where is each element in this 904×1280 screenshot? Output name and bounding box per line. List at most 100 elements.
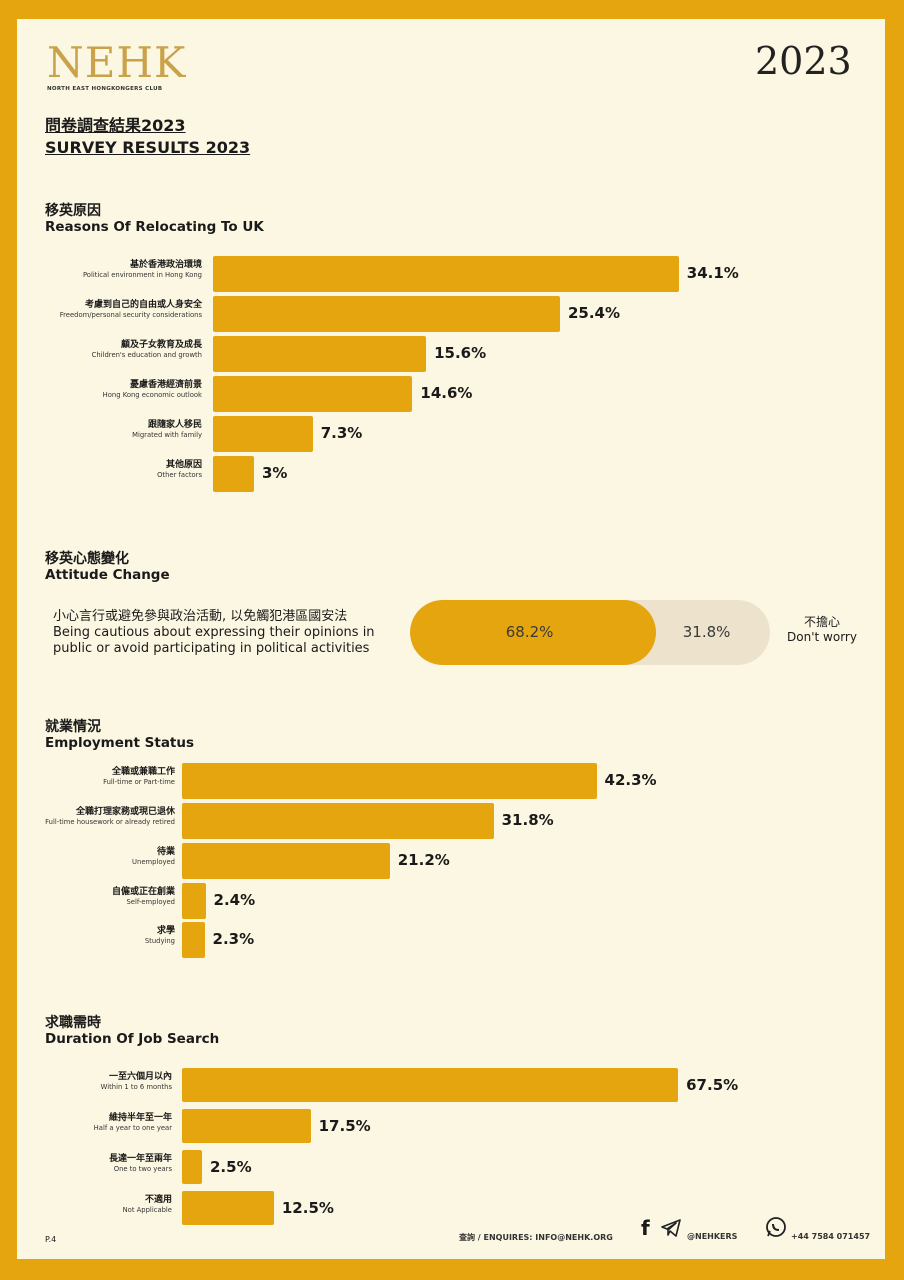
employment-value-label: 21.2% (397, 851, 450, 869)
reasons-value-label: 15.6% (434, 344, 487, 362)
reasons-category-zh: 憂慮香港經濟前景 (129, 380, 202, 390)
employment-value-label: 2.4% (213, 891, 256, 909)
employment-bar (182, 922, 205, 958)
employment-category-label: 自僱或正在創業 Self-employed (17, 886, 175, 907)
employment-bar (182, 843, 390, 879)
logo-subtitle: NORTH EAST HONGKONGERS CLUB (47, 86, 163, 92)
jobsearch-value-label: 2.5% (210, 1158, 252, 1176)
jobsearch-category-label: 不適用 Not Applicable (17, 1194, 172, 1215)
reasons-value-label: 14.6% (420, 384, 473, 402)
attitude-left-en: Being cautious about expressing their op… (53, 625, 375, 656)
employment-category-zh: 自僱或正在創業 (111, 887, 175, 897)
employment-category-label: 求學 Studying (17, 925, 175, 946)
jobsearch-category-en: Half a year to one year (93, 1124, 172, 1132)
reasons-bar (213, 416, 313, 452)
jobsearch-title-en: Duration Of Job Search (45, 1031, 220, 1047)
jobsearch-value-label: 17.5% (318, 1117, 371, 1135)
reasons-category-zh: 其他原因 (165, 460, 202, 470)
employment-bar (182, 803, 494, 839)
reasons-category-label: 跟隨家人移民 Migrated with family (17, 419, 202, 440)
year-label: 2023 (755, 39, 852, 83)
jobsearch-value-label: 12.5% (281, 1199, 334, 1217)
employment-category-label: 全職打理家務或現已退休 Full-time housework or alread… (17, 806, 175, 827)
attitude-title-en: Attitude Change (45, 567, 170, 583)
telegram-icon[interactable] (661, 1219, 681, 1241)
attitude-left-zh: 小心言行或避免參與政治活動, 以免觸犯港區國安法 (53, 609, 348, 624)
jobsearch-bar (182, 1191, 274, 1225)
attitude-value-dont-worry: 31.8% (682, 623, 731, 641)
reasons-title-zh: 移英原因 (45, 203, 101, 219)
jobsearch-category-zh: 維持半年至一年 (108, 1113, 172, 1123)
reasons-bar (213, 376, 413, 412)
jobsearch-category-en: Within 1 to 6 months (100, 1083, 172, 1091)
employment-title-zh: 就業情況 (45, 719, 101, 735)
reasons-bar (213, 256, 679, 292)
employment-bar (182, 883, 206, 919)
employment-category-zh: 全職打理家務或現已退休 (75, 807, 175, 817)
reasons-category-en: Migrated with family (132, 431, 202, 439)
jobsearch-category-label: 長達一年至兩年 One to two years (17, 1153, 172, 1174)
reasons-bar (213, 296, 560, 332)
jobsearch-category-en: Not Applicable (122, 1206, 172, 1214)
reasons-category-label: 憂慮香港經濟前景 Hong Kong economic outlook (17, 379, 202, 400)
reasons-category-label: 考慮到自己的自由或人身安全 Freedom/personal security c… (17, 299, 202, 320)
facebook-icon[interactable]: f (641, 1216, 650, 1240)
employment-category-en: Full-time housework or already retired (45, 818, 175, 826)
jobsearch-category-label: 維持半年至一年 Half a year to one year (17, 1112, 172, 1133)
nehk-logo: NEHK (47, 38, 187, 87)
jobsearch-category-label: 一至六個月以內 Within 1 to 6 months (17, 1071, 172, 1092)
attitude-right-label: 不擔心 Don't worry (772, 613, 872, 644)
employment-title-en: Employment Status (45, 735, 195, 751)
page-title-zh: 問卷調查結果2023 (45, 116, 186, 135)
reasons-category-en: Children's education and growth (91, 351, 202, 359)
reasons-category-zh: 基於香港政治環境 (129, 260, 202, 270)
enquiries-text[interactable]: 查詢 / ENQUIRES: INFO@NEHK.ORG (459, 1233, 613, 1242)
reasons-title-en: Reasons Of Relocating To UK (45, 219, 264, 235)
reasons-value-label: 34.1% (686, 264, 739, 282)
employment-category-zh: 求學 (156, 926, 175, 936)
employment-category-label: 全職或兼職工作 Full-time or Part-time (17, 766, 175, 787)
whatsapp-icon[interactable] (765, 1216, 787, 1242)
reasons-category-en: Freedom/personal security considerations (59, 311, 202, 319)
employment-category-zh: 全職或兼職工作 (111, 767, 175, 777)
social-handle[interactable]: @NEHKERS (687, 1232, 738, 1241)
attitude-title-zh: 移英心態變化 (45, 551, 129, 567)
jobsearch-bar (182, 1068, 679, 1102)
reasons-bar (213, 336, 427, 372)
reasons-value-label: 7.3% (320, 424, 363, 442)
jobsearch-bar (182, 1109, 311, 1143)
poster-page: NEHK NORTH EAST HONGKONGERS CLUB 2023 問卷… (17, 19, 885, 1259)
reasons-bar (213, 456, 254, 492)
attitude-left-text: 小心言行或避免參與政治活動, 以免觸犯港區國安法 Being cautious … (53, 609, 413, 657)
employment-value-label: 31.8% (501, 811, 554, 829)
jobsearch-category-zh: 不適用 (144, 1195, 172, 1205)
reasons-category-label: 顧及子女教育及成長 Children's education and growth (17, 339, 202, 360)
attitude-right-en: Don't worry (787, 630, 857, 644)
employment-category-zh: 待業 (156, 847, 175, 857)
phone-number[interactable]: +44 7584 071457 (791, 1232, 871, 1241)
jobsearch-category-zh: 長達一年至兩年 (108, 1154, 172, 1164)
reasons-category-zh: 跟隨家人移民 (147, 420, 202, 430)
reasons-category-label: 基於香港政治環境 Political environment in Hong Ko… (17, 259, 202, 280)
employment-category-en: Unemployed (132, 858, 175, 866)
reasons-value-label: 25.4% (567, 304, 620, 322)
attitude-right-zh: 不擔心 (803, 615, 840, 629)
employment-value-label: 2.3% (212, 930, 255, 948)
reasons-category-en: Hong Kong economic outlook (102, 391, 202, 399)
reasons-category-label: 其他原因 Other factors (17, 459, 202, 480)
reasons-category-en: Political environment in Hong Kong (82, 271, 202, 279)
jobsearch-bar (182, 1150, 202, 1184)
jobsearch-title-zh: 求職需時 (45, 1015, 101, 1031)
reasons-category-en: Other factors (157, 471, 202, 479)
reasons-category-zh: 顧及子女教育及成長 (120, 340, 202, 350)
employment-category-en: Self-employed (126, 898, 175, 906)
attitude-value-cautious: 68.2% (505, 623, 554, 641)
page-title-en: SURVEY RESULTS 2023 (45, 138, 251, 157)
reasons-value-label: 3% (261, 464, 288, 482)
reasons-category-zh: 考慮到自己的自由或人身安全 (84, 300, 202, 310)
attitude-bar-cautious (410, 600, 656, 665)
attitude-pill-chart: 68.2% 31.8% (410, 600, 770, 665)
employment-value-label: 42.3% (604, 771, 657, 789)
jobsearch-category-en: One to two years (113, 1165, 172, 1173)
employment-category-en: Studying (144, 937, 175, 945)
